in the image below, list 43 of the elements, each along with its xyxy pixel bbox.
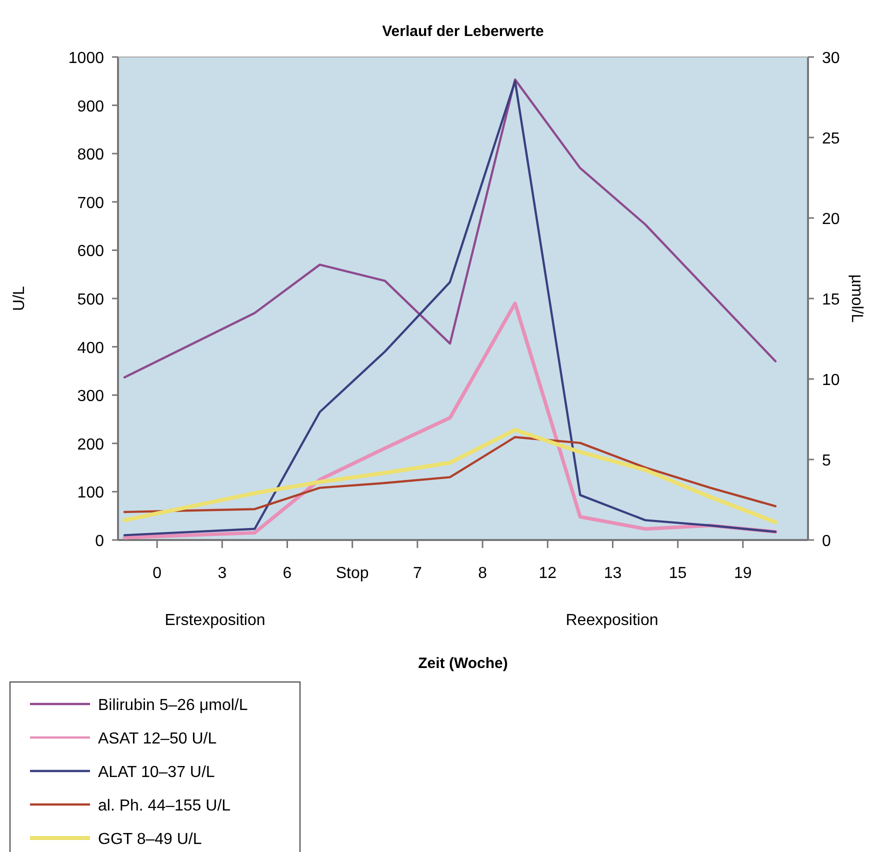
legend-label: ALAT 10–37 U/L bbox=[98, 764, 215, 781]
x-axis-title: Zeit (Woche) bbox=[418, 655, 508, 672]
x-tick-label: 19 bbox=[734, 565, 752, 582]
x-tick-label: 15 bbox=[668, 565, 687, 582]
chart-title: Verlauf der Leberwerte bbox=[382, 23, 544, 40]
text: Reexposition bbox=[566, 612, 658, 629]
legend-label: GGT 8–49 U/L bbox=[98, 831, 202, 848]
x-tick-label: 8 bbox=[478, 565, 488, 582]
legend-label: ASAT 12–50 U/L bbox=[98, 730, 217, 748]
x-tick-label: 7 bbox=[412, 565, 422, 582]
y-tick-label: 600 bbox=[77, 243, 104, 260]
y-tick-label: 400 bbox=[77, 340, 104, 357]
y2-axis-title: µmol/L bbox=[848, 274, 865, 323]
y2-tick-label: 20 bbox=[822, 211, 840, 228]
y-tick-label: 700 bbox=[77, 194, 104, 212]
y-tick-label: 200 bbox=[77, 436, 104, 454]
y-tick-label: 900 bbox=[77, 98, 104, 116]
x-tick-label: 3 bbox=[218, 565, 227, 582]
y2-tick-label: 15 bbox=[822, 292, 840, 308]
x-tick-label: Stop bbox=[336, 565, 369, 582]
x-tick-label: 6 bbox=[282, 565, 292, 582]
legend-label: al. Ph. 44–155 U/L bbox=[98, 798, 231, 814]
x-tick-label: 13 bbox=[604, 565, 622, 582]
y-tick-label: 0 bbox=[95, 533, 104, 550]
y2-tick-label: 30 bbox=[822, 50, 840, 67]
y-axis-title: U/L bbox=[11, 286, 28, 311]
y2-tick-label: 10 bbox=[822, 372, 840, 389]
line-series bbox=[123, 436, 777, 514]
y-tick-label: 300 bbox=[77, 388, 104, 406]
x-tick-label: 12 bbox=[538, 565, 557, 582]
line-series bbox=[122, 428, 778, 524]
y-tick-label: 1000 bbox=[68, 50, 104, 67]
y-tick-label: 100 bbox=[77, 484, 104, 502]
line-series bbox=[123, 80, 777, 536]
text: Erstexposition bbox=[164, 612, 266, 629]
legend-label: Bilirubin 5–26 μmol/L bbox=[98, 697, 248, 714]
x-tick-label: 0 bbox=[152, 565, 162, 582]
y2-tick-label: 5 bbox=[822, 452, 831, 470]
y-tick-label: 500 bbox=[77, 292, 104, 308]
y2-tick-label: 0 bbox=[822, 533, 831, 550]
y2-tick-label: 25 bbox=[822, 130, 840, 148]
line-series bbox=[123, 78, 777, 378]
y-tick-label: 800 bbox=[77, 146, 104, 164]
